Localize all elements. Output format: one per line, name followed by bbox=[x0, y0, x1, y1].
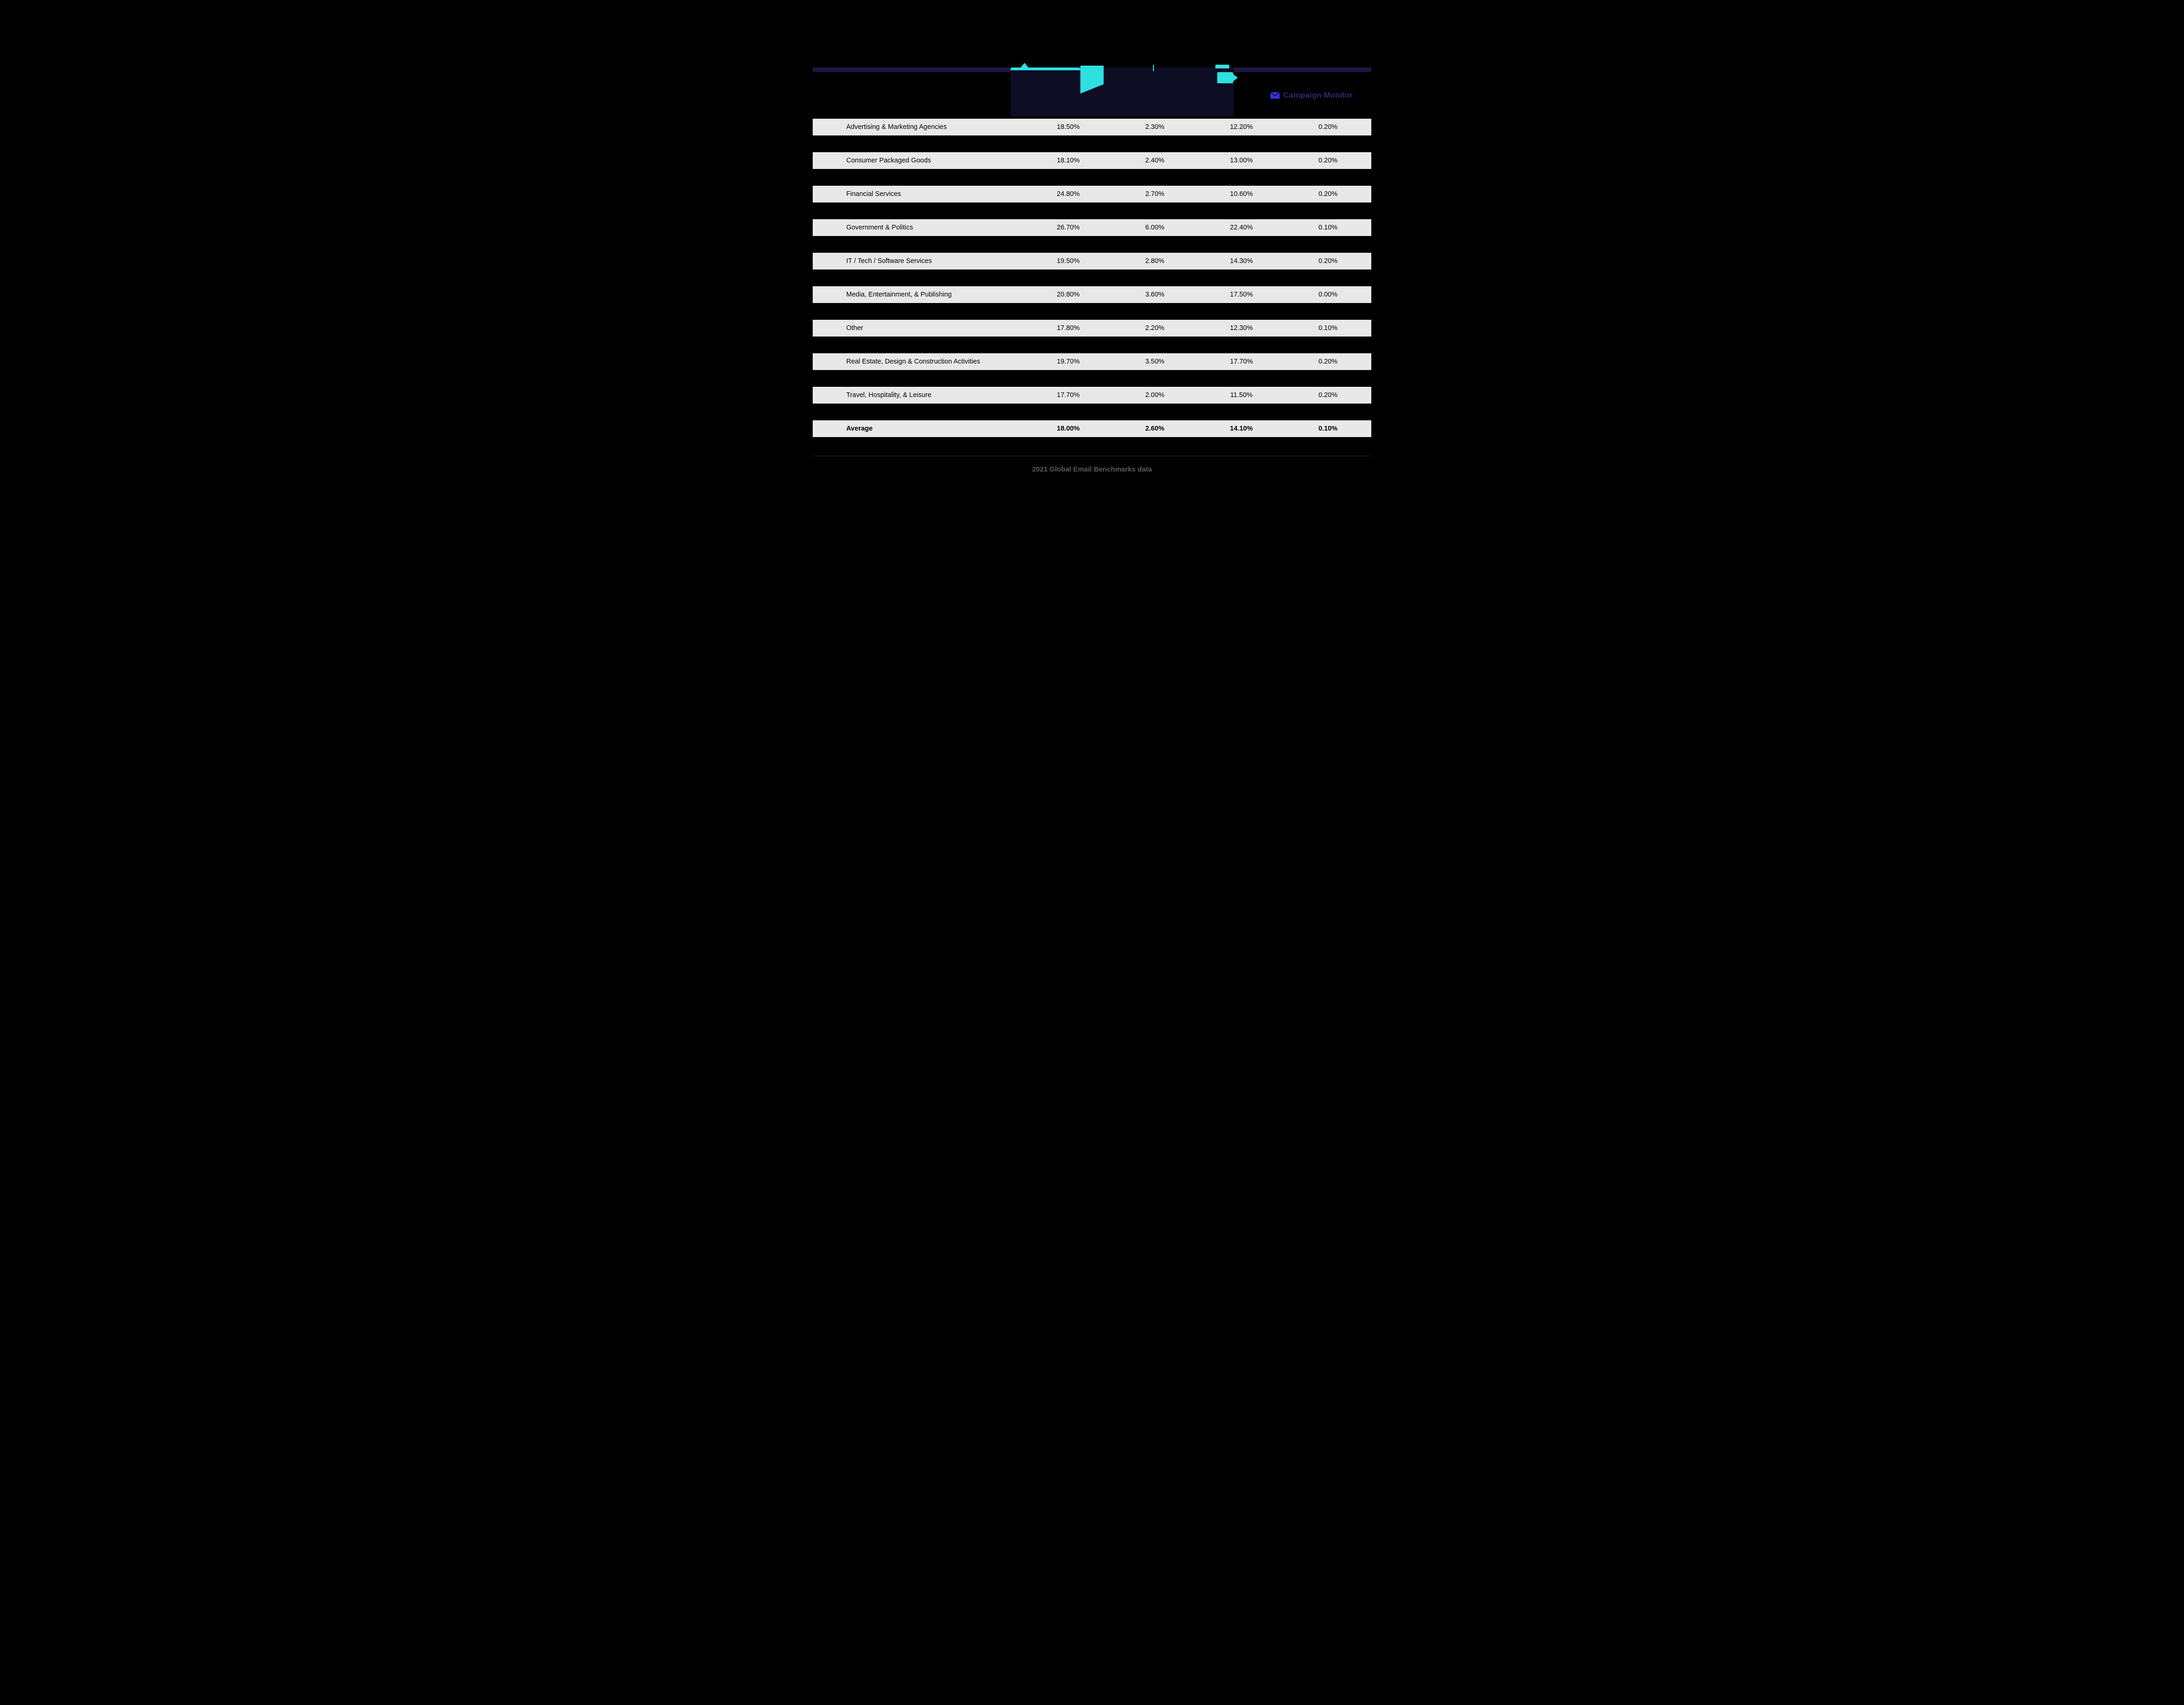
table-row-gap bbox=[813, 202, 1371, 219]
metric-cell: 17.70% bbox=[1025, 387, 1112, 404]
metric-cell: 0.20% bbox=[1285, 387, 1371, 404]
industry-cell: Average bbox=[813, 420, 1025, 437]
industry-cell: IT / Tech / Software Services bbox=[813, 253, 1025, 270]
metric-cell: 2.70% bbox=[1112, 186, 1198, 202]
metric-cell: 10.60% bbox=[1198, 186, 1285, 202]
metric-cell: 19.50% bbox=[1025, 253, 1112, 270]
metric-cell: 18.00% bbox=[1025, 420, 1112, 437]
metric-cell: 12.20% bbox=[1198, 119, 1285, 135]
metric-cell: 0.10% bbox=[1285, 219, 1371, 236]
industry-cell: Other bbox=[813, 320, 1025, 337]
table-row-gap bbox=[813, 337, 1371, 353]
metric-cell: 0.20% bbox=[1285, 353, 1371, 370]
metric-cell: 19.70% bbox=[1025, 353, 1112, 370]
header-illustration bbox=[813, 67, 1371, 119]
metric-cell: 17.50% bbox=[1198, 286, 1285, 303]
industry-cell: Real Estate, Design & Construction Activ… bbox=[813, 353, 1025, 370]
industry-cell: Government & Politics bbox=[813, 219, 1025, 236]
table-row: Travel, Hospitality, & Leisure17.70%2.00… bbox=[813, 387, 1371, 404]
metric-cell: 13.00% bbox=[1198, 152, 1285, 169]
metric-cell: 2.80% bbox=[1112, 253, 1198, 270]
unsubscribe-icon bbox=[1220, 67, 1234, 116]
metric-cell: 26.70% bbox=[1025, 219, 1112, 236]
benchmark-table: Advertising & Marketing Agencies18.50%2.… bbox=[813, 119, 1371, 437]
metric-cell: 17.70% bbox=[1198, 353, 1285, 370]
table-row: Financial Services24.80%2.70%10.60%0.20% bbox=[813, 186, 1371, 202]
table-row-gap bbox=[813, 169, 1371, 186]
metric-cell: 2.20% bbox=[1112, 320, 1198, 337]
container: Campaign Monitor Advertising & Marketing… bbox=[813, 67, 1371, 492]
table-row-gap bbox=[813, 404, 1371, 420]
table-row: Advertising & Marketing Agencies18.50%2.… bbox=[813, 119, 1371, 135]
metric-cell: 0.20% bbox=[1285, 186, 1371, 202]
table-row: Other17.80%2.20%12.30%0.10% bbox=[813, 320, 1371, 337]
table-row: Media, Entertainment, & Publishing20.80%… bbox=[813, 286, 1371, 303]
metric-cell: 14.10% bbox=[1198, 420, 1285, 437]
click-to-open-icon bbox=[1150, 67, 1220, 116]
metric-cell: 6.00% bbox=[1112, 219, 1198, 236]
metric-cell: 0.20% bbox=[1285, 152, 1371, 169]
table-row: Consumer Packaged Goods18.10%2.40%13.00%… bbox=[813, 152, 1371, 169]
table-row: IT / Tech / Software Services19.50%2.80%… bbox=[813, 253, 1371, 270]
open-rate-icon bbox=[1011, 67, 1080, 116]
metric-cell: 20.80% bbox=[1025, 286, 1112, 303]
metric-cell: 2.40% bbox=[1112, 152, 1198, 169]
metric-cell: 11.50% bbox=[1198, 387, 1285, 404]
metric-cell: 18.10% bbox=[1025, 152, 1112, 169]
table-row-gap bbox=[813, 303, 1371, 320]
metric-cell: 0.10% bbox=[1285, 320, 1371, 337]
table-row-gap bbox=[813, 270, 1371, 286]
metric-cell: 22.40% bbox=[1198, 219, 1285, 236]
table-row-gap bbox=[813, 236, 1371, 253]
metric-cell: 18.50% bbox=[1025, 119, 1112, 135]
table-row-gap bbox=[813, 370, 1371, 387]
metric-cell: 0.00% bbox=[1285, 286, 1371, 303]
metric-cell: 2.60% bbox=[1112, 420, 1198, 437]
industry-cell: Travel, Hospitality, & Leisure bbox=[813, 387, 1025, 404]
footer-text: 2021 Global Email Benchmarks data bbox=[813, 465, 1371, 473]
industry-cell: Media, Entertainment, & Publishing bbox=[813, 286, 1025, 303]
table-row: Average18.00%2.60%14.10%0.10% bbox=[813, 420, 1371, 437]
click-through-icon bbox=[1080, 67, 1150, 116]
industry-cell: Consumer Packaged Goods bbox=[813, 152, 1025, 169]
table-row: Government & Politics26.70%6.00%22.40%0.… bbox=[813, 219, 1371, 236]
metric-cell: 0.20% bbox=[1285, 253, 1371, 270]
metric-cell: 14.30% bbox=[1198, 253, 1285, 270]
metric-cell: 17.80% bbox=[1025, 320, 1112, 337]
metric-cell: 3.50% bbox=[1112, 353, 1198, 370]
metric-cell: 0.20% bbox=[1285, 119, 1371, 135]
table-row-gap bbox=[813, 135, 1371, 152]
metric-cell: 0.10% bbox=[1285, 420, 1371, 437]
metric-cell: 12.30% bbox=[1198, 320, 1285, 337]
industry-cell: Financial Services bbox=[813, 186, 1025, 202]
table-row: Real Estate, Design & Construction Activ… bbox=[813, 353, 1371, 370]
metric-cell: 2.30% bbox=[1112, 119, 1198, 135]
metric-cell: 3.60% bbox=[1112, 286, 1198, 303]
metric-cell: 24.80% bbox=[1025, 186, 1112, 202]
metric-cell: 2.00% bbox=[1112, 387, 1198, 404]
industry-cell: Advertising & Marketing Agencies bbox=[813, 119, 1025, 135]
